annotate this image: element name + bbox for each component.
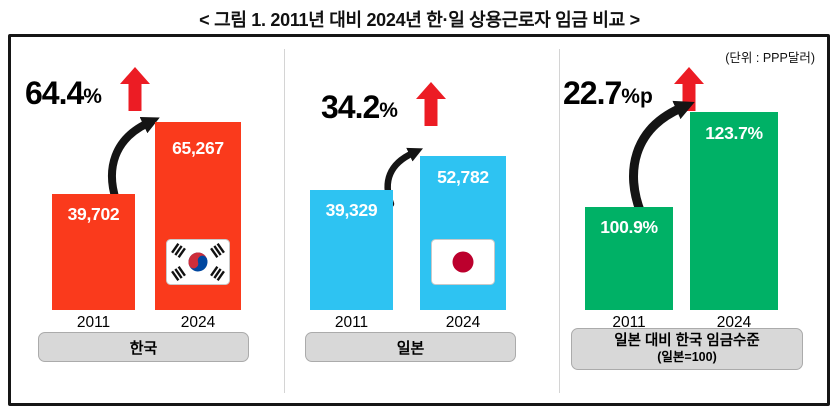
panel-footer-japan: 일본 xyxy=(305,332,516,362)
growth-suffix: % xyxy=(379,99,398,122)
panel-divider xyxy=(559,49,560,393)
panel-footer-label: 한국 xyxy=(129,339,158,357)
panel-footer-ratio: 일본 대비 한국 임금수준 (일본=100) xyxy=(571,328,803,370)
growth-value: 64.4 xyxy=(25,75,84,111)
bar-value-japan-2024: 52,782 xyxy=(437,167,489,187)
bar-korea-2011 xyxy=(52,194,135,310)
panel-footer-korea: 한국 xyxy=(38,332,249,362)
bar-value-ratio-2024: 123.7% xyxy=(705,123,763,143)
growth-value: 34.2 xyxy=(321,89,380,125)
growth-up-arrow-icon xyxy=(416,82,446,126)
growth-label-korea: 64.4% xyxy=(25,77,102,109)
unit-note: (단위 : PPP달러) xyxy=(725,51,815,65)
panel-footer-label: 일본 xyxy=(396,339,425,357)
bar-japan-2011 xyxy=(310,190,393,310)
year-label: 2024 xyxy=(445,314,481,331)
bar-value-japan-2011: 39,329 xyxy=(325,200,378,220)
bar-value-korea-2024: 65,267 xyxy=(172,138,224,158)
growth-value: 22.7 xyxy=(563,75,622,111)
korea-flag-icon xyxy=(166,239,230,285)
year-label: 2011 xyxy=(334,314,369,331)
bar-value-ratio-2011: 100.9% xyxy=(600,217,658,237)
curved-arrow-icon xyxy=(108,116,160,204)
panel-footer-label: 일본 대비 한국 임금수준 xyxy=(614,332,760,349)
figure-title: < 그림 1. 2011년 대비 2024년 한·일 상용근로자 임금 비교 > xyxy=(199,10,640,30)
bar-value-korea-2011: 39,702 xyxy=(67,204,120,224)
year-label: 2024 xyxy=(716,314,752,331)
japan-flag-icon xyxy=(431,239,495,285)
year-label: 2011 xyxy=(76,314,111,331)
growth-up-arrow-icon xyxy=(674,67,704,111)
growth-suffix: %p xyxy=(621,85,653,108)
year-label: 2011 xyxy=(612,314,646,331)
panel-divider xyxy=(284,49,285,393)
growth-up-arrow-icon xyxy=(120,67,150,111)
chart-frame: (단위 : PPP달러) 64.4% 39,702 65,267 xyxy=(8,34,830,406)
growth-label-japan: 34.2% xyxy=(321,91,398,123)
panel-footer-sublabel: (일본=100) xyxy=(657,350,717,365)
bar-ratio-2011 xyxy=(585,207,673,310)
curved-arrow-icon xyxy=(629,100,695,218)
growth-label-ratio: 22.7 %p xyxy=(563,77,653,109)
bar-ratio-2024 xyxy=(690,112,778,310)
year-label: 2024 xyxy=(180,314,216,331)
growth-suffix: % xyxy=(83,85,102,108)
